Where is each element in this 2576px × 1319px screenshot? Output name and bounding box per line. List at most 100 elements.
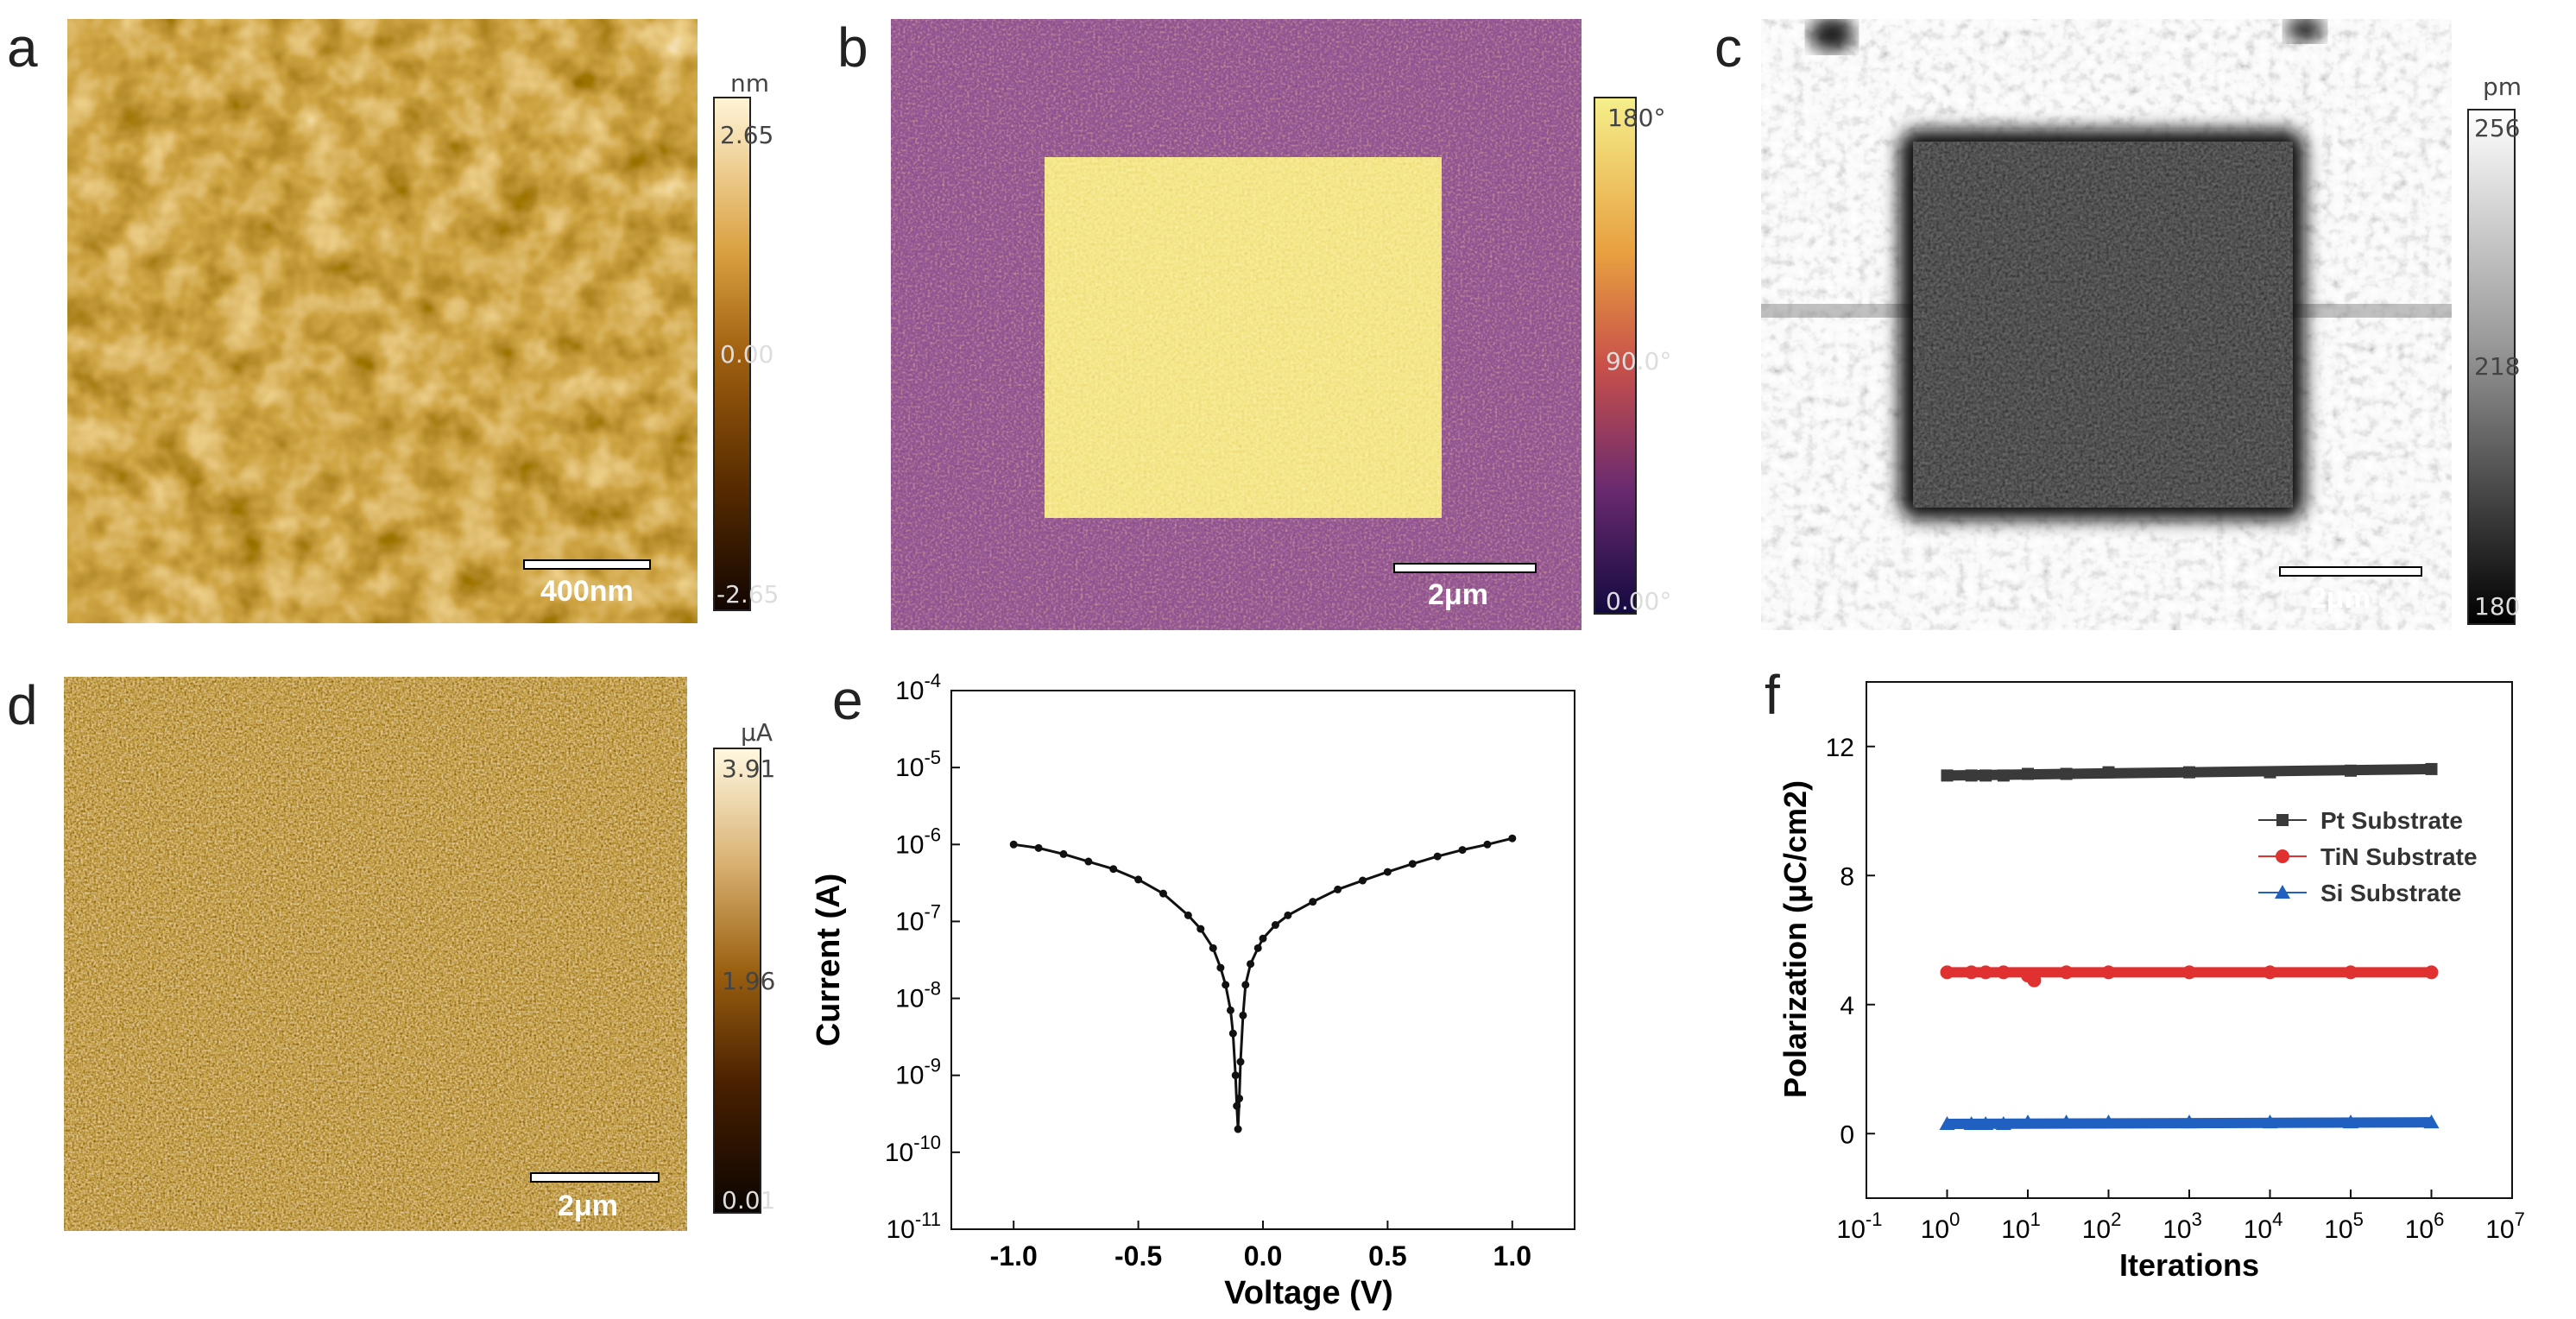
iv-data-point bbox=[1233, 1101, 1241, 1110]
afm-topography-image: 400nm bbox=[67, 19, 698, 623]
pol-point-pt bbox=[2425, 762, 2438, 775]
poled-square-b bbox=[1045, 157, 1442, 518]
pol-legend-label: Pt Substrate bbox=[2320, 807, 2463, 834]
iv-data-point bbox=[1241, 981, 1250, 989]
pol-x-tick-label: 105 bbox=[2324, 1209, 2364, 1244]
pol-point-si bbox=[2058, 1114, 2074, 1129]
scale-bar-d bbox=[530, 1172, 660, 1183]
pol-point-si bbox=[2423, 1114, 2440, 1129]
iv-data-point bbox=[1236, 1057, 1245, 1066]
pol-x-tick-label: 102 bbox=[2082, 1209, 2122, 1244]
colorbar-min-c: 180 bbox=[2474, 592, 2521, 621]
pol-point-tin bbox=[1979, 965, 1993, 980]
pol-point-pt bbox=[2183, 766, 2195, 779]
pol-point-tin bbox=[2344, 965, 2358, 980]
colorbar-a bbox=[713, 97, 751, 611]
pol-y-tick-label: 0 bbox=[1840, 1120, 1854, 1149]
pol-legend-label: TiN Substrate bbox=[2320, 843, 2478, 870]
iv-data-point bbox=[1359, 876, 1367, 885]
iv-data-point bbox=[1228, 1029, 1237, 1038]
iv-data-point bbox=[1247, 960, 1255, 969]
pol-point-tin bbox=[2101, 965, 2116, 980]
iv-x-tick-label: 0.0 bbox=[1244, 1240, 1282, 1272]
pol-point-si bbox=[2343, 1114, 2358, 1129]
topography-texture bbox=[67, 19, 698, 623]
colorbar-c bbox=[2467, 109, 2516, 625]
panel-letter-d: d bbox=[7, 674, 38, 736]
pol-legend-marker bbox=[2276, 814, 2289, 826]
iv-data-point bbox=[1309, 898, 1317, 906]
pol-x-tick-label: 100 bbox=[1921, 1209, 1960, 1244]
iv-data-point bbox=[1408, 860, 1417, 868]
colorbar-unit-d: μA bbox=[741, 718, 773, 747]
pol-point-pt bbox=[2102, 766, 2115, 779]
iv-x-tick-label: 1.0 bbox=[1493, 1240, 1531, 1272]
scale-label-c: 2μm bbox=[2310, 582, 2371, 615]
iv-x-axis-label: Voltage (V) bbox=[1224, 1275, 1393, 1311]
iv-data-point bbox=[1271, 921, 1279, 930]
pol-y-tick-label: 8 bbox=[1840, 862, 1854, 891]
iv-y-tick-label: 10-6 bbox=[895, 824, 941, 859]
scale-bar-b bbox=[1393, 563, 1537, 573]
phase-texture bbox=[891, 19, 1582, 630]
colorbar-unit-a: nm bbox=[730, 69, 770, 98]
pol-point-tin bbox=[2059, 965, 2074, 980]
pol-x-tick-label: 10-1 bbox=[1837, 1209, 1883, 1244]
pol-legend-marker bbox=[2275, 885, 2290, 899]
iv-y-axis-label: Current (A) bbox=[811, 874, 847, 1047]
scale-label-b: 2μm bbox=[1428, 578, 1488, 611]
pol-point-pt bbox=[2345, 764, 2357, 777]
iv-y-tick-label: 10-11 bbox=[886, 1209, 941, 1244]
pol-point-si bbox=[2100, 1114, 2117, 1129]
iv-data-point bbox=[1222, 981, 1230, 989]
iv-x-tick-label: -1.0 bbox=[990, 1240, 1038, 1272]
panel-letter-c: c bbox=[1714, 16, 1742, 79]
iv-data-point bbox=[1508, 834, 1517, 843]
iv-data-point bbox=[1433, 852, 1442, 861]
iv-data-point bbox=[1483, 840, 1492, 849]
colorbar-min-d: 0.01 bbox=[722, 1186, 776, 1215]
iv-data-point bbox=[1235, 1095, 1244, 1103]
iv-data-point bbox=[1216, 963, 1225, 972]
pol-x-axis-label: Iterations bbox=[2119, 1247, 2259, 1283]
pol-y-tick-label: 12 bbox=[1826, 734, 1854, 762]
pol-point-pt bbox=[1979, 769, 1992, 782]
iv-y-tick-label: 10-8 bbox=[895, 978, 941, 1013]
pol-legend: Pt Substrate TiN Substrate Si Substrate bbox=[2258, 807, 2478, 906]
pol-x-tick-label: 101 bbox=[2001, 1209, 2041, 1244]
iv-data-point bbox=[1239, 1011, 1247, 1019]
iv-y-tick-label: 10-9 bbox=[895, 1055, 941, 1090]
pol-x-tick-label: 103 bbox=[2162, 1209, 2202, 1244]
pol-point-tin bbox=[2263, 965, 2277, 980]
iv-y-tick-label: 10-10 bbox=[885, 1132, 941, 1167]
poled-square-c bbox=[1899, 129, 2305, 520]
iv-data-point bbox=[1383, 868, 1392, 876]
iv-data-point bbox=[1259, 934, 1267, 943]
amplitude-texture bbox=[1761, 19, 2452, 630]
iv-y-tick-label: 10-4 bbox=[895, 670, 941, 705]
iv-data-point bbox=[1134, 875, 1143, 884]
iv-data-point bbox=[1209, 943, 1217, 952]
colorbar-min-a: -2.65 bbox=[717, 580, 780, 609]
iv-data-point bbox=[1059, 849, 1068, 858]
colorbar-max-a: 2.65 bbox=[720, 121, 774, 149]
pol-point-pt bbox=[1997, 769, 2010, 782]
pol-x-tick-label: 107 bbox=[2485, 1209, 2525, 1244]
pol-point-tin bbox=[1964, 965, 1979, 980]
pol-point-tin bbox=[1940, 965, 1954, 980]
colorbar-max-b: 180° bbox=[1607, 104, 1666, 132]
scale-label-d: 2μm bbox=[558, 1190, 618, 1222]
pol-point-pt bbox=[2022, 767, 2034, 780]
pol-point-pt bbox=[1941, 769, 1954, 782]
scale-bar-a bbox=[523, 559, 651, 570]
iv-data-point bbox=[1034, 843, 1043, 852]
current-texture bbox=[64, 677, 687, 1231]
pol-point-si bbox=[1995, 1116, 2011, 1131]
scale-label-a: 400nm bbox=[540, 575, 634, 608]
iv-y-tick-label: 10-5 bbox=[895, 747, 941, 782]
colorbar-mid-a: 0.00 bbox=[720, 340, 774, 369]
iv-data-point bbox=[1458, 846, 1467, 855]
iv-chart: 10-11 10-10 10-9 10-8 10-7 10-6 10-5 10-4 -1.0 -… bbox=[811, 670, 1575, 1311]
iv-data-point bbox=[1109, 865, 1118, 874]
colorbar-max-d: 3.91 bbox=[722, 754, 776, 783]
